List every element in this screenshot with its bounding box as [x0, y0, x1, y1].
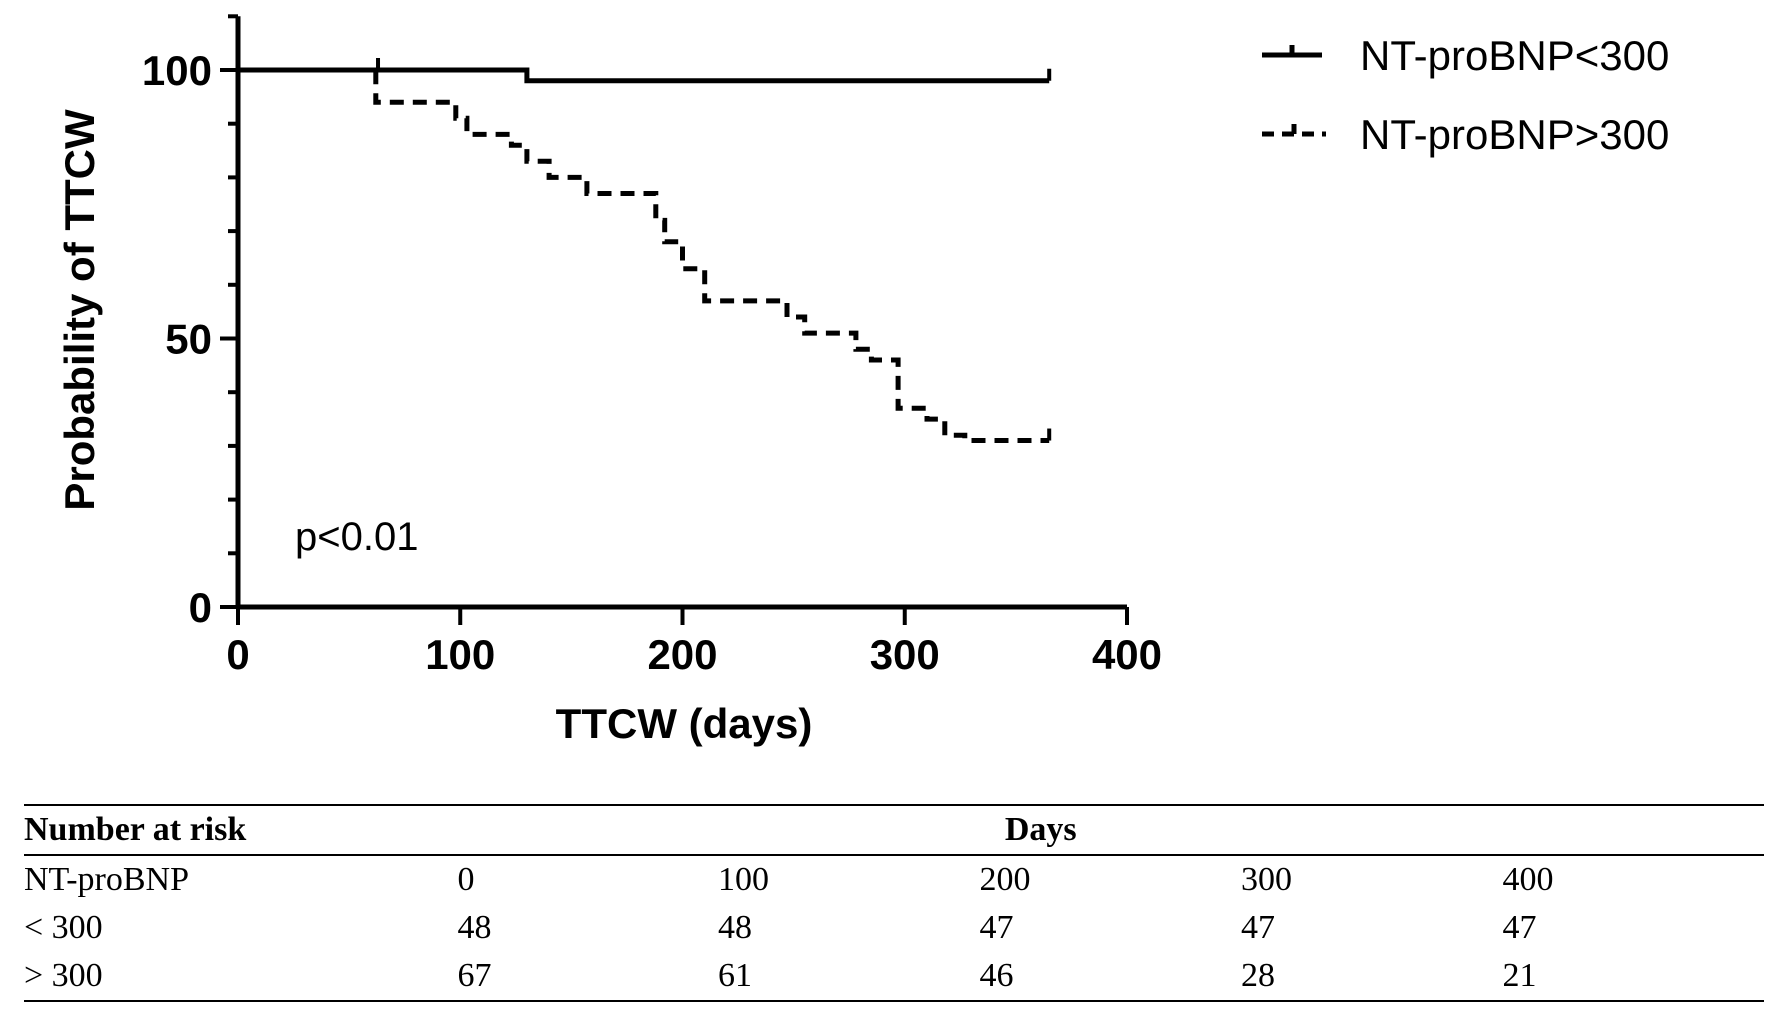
y-tick-label: 50: [165, 316, 212, 363]
risk-table-header: Number at risk Days: [24, 804, 1764, 856]
risk-cell: 48: [457, 909, 492, 946]
x-tick-label: 100: [425, 631, 495, 678]
risk-cell: 200: [979, 861, 1031, 898]
x-tick-label: 0: [226, 631, 249, 678]
km-chart: 0 50 100 0 100 200 300 400 TTCW (days) Probabil…: [56, 14, 1669, 747]
risk-row-label: > 300: [24, 952, 458, 1002]
risk-cell: 47: [979, 909, 1014, 946]
risk-cell: 100: [717, 861, 769, 898]
risk-row-low: < 300 48 48 47 47 47: [24, 904, 1764, 952]
risk-cell: 67: [457, 952, 718, 1002]
risk-row-label: NT-proBNP: [24, 861, 189, 898]
risk-cell: 47: [1502, 909, 1537, 946]
x-tick-label: 200: [647, 631, 717, 678]
risk-cell: 400: [1502, 861, 1554, 898]
series-line-0: [238, 67, 1050, 84]
survival-curves: [238, 58, 1052, 443]
risk-cell: 21: [1502, 952, 1764, 1002]
number-at-risk-table: Number at risk Days NT-proBNP 0 100 200 …: [24, 804, 1764, 1002]
risk-cell: 28: [1240, 952, 1503, 1002]
p-value-annotation: p<0.01: [295, 515, 418, 559]
risk-row-label: < 300: [24, 909, 103, 946]
legend: NT-proBNP<300 NT-proBNP>300: [1262, 32, 1669, 158]
series-line-1: [238, 67, 1050, 443]
risk-cell: 61: [717, 952, 980, 1002]
y-tick-label: 0: [189, 584, 212, 631]
legend-label-low: NT-proBNP<300: [1360, 32, 1669, 79]
x-tick-label: 300: [870, 631, 940, 678]
risk-cell: 47: [1240, 909, 1275, 946]
axes: 0 50 100 0 100 200 300 400: [142, 14, 1162, 678]
legend-label-high: NT-proBNP>300: [1360, 111, 1669, 158]
x-tick-label: 400: [1092, 631, 1162, 678]
risk-cell: 46: [979, 952, 1241, 1002]
risk-cell: 300: [1240, 861, 1292, 898]
risk-header-right: Days: [457, 804, 1764, 856]
risk-row-days: NT-proBNP 0 100 200 300 400: [24, 855, 1764, 904]
y-axis-label: Probability of TTCW: [56, 109, 103, 511]
risk-cell: 0: [457, 861, 475, 898]
risk-row-high: > 300 67 61 46 28 21: [24, 952, 1764, 1002]
risk-header-left: Number at risk: [24, 804, 458, 856]
y-tick-label: 100: [142, 47, 212, 94]
risk-cell: 48: [717, 909, 752, 946]
x-axis-label: TTCW (days): [556, 700, 813, 747]
